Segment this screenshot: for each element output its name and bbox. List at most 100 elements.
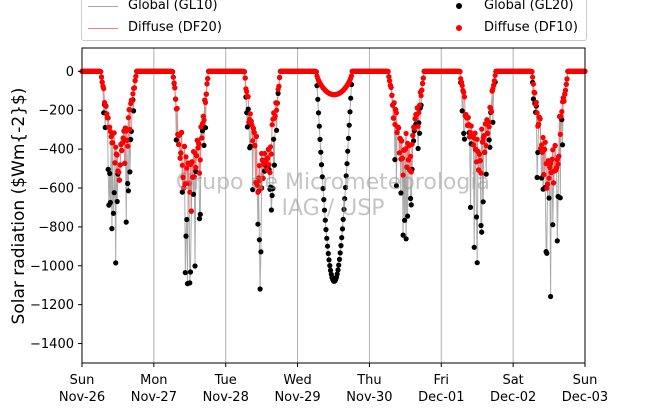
data-point-diffuse-df10 (112, 160, 118, 166)
data-point-diffuse-df10 (272, 113, 278, 119)
legend-label: Diffuse (DF10) (484, 20, 578, 35)
data-point-diffuse-df10 (564, 76, 570, 82)
data-point-diffuse-df10 (399, 138, 405, 144)
data-point-diffuse-df10 (252, 143, 258, 149)
data-point-diffuse-df10 (348, 73, 355, 79)
x-tick-label-date: Nov-28 (203, 390, 249, 405)
data-point-diffuse-df10 (116, 169, 122, 175)
x-tick-label-date: Nov-26 (59, 390, 105, 405)
data-point-global-gl20 (274, 127, 280, 133)
data-point-diffuse-df10 (396, 150, 402, 156)
data-point-diffuse-df10 (415, 123, 421, 129)
data-point-diffuse-df10 (99, 79, 105, 85)
data-point-diffuse-df10 (262, 150, 268, 157)
data-point-global-gl20 (173, 137, 179, 143)
y-tick-label: −200 (38, 104, 74, 119)
data-point-global-gl20 (335, 267, 341, 273)
plot-frame (81, 47, 586, 364)
data-point-diffuse-df10 (468, 123, 474, 129)
data-point-diffuse-df10 (561, 98, 567, 104)
data-point-global-gl20 (125, 188, 131, 194)
x-tick-label-date: Nov-27 (131, 390, 177, 405)
data-point-global-gl20 (258, 249, 264, 255)
data-point-diffuse-df10 (532, 90, 538, 96)
data-point-diffuse-df10 (119, 140, 125, 146)
data-point-diffuse-df10 (101, 86, 107, 92)
data-point-global-gl20 (271, 136, 277, 142)
data-point-global-gl20 (113, 260, 119, 266)
data-point-global-gl20 (403, 236, 409, 242)
data-point-global-gl20 (107, 199, 113, 206)
data-point-diffuse-df10 (105, 115, 111, 121)
data-point-global-gl20 (315, 96, 321, 102)
y-tick-label: −800 (38, 220, 74, 235)
data-point-diffuse-df10 (260, 175, 266, 181)
data-point-diffuse-df10 (274, 107, 280, 113)
x-tick-label-day: Fri (434, 373, 450, 388)
legend-swatch-gray-line (86, 1, 120, 11)
data-point-diffuse-df10 (205, 76, 211, 82)
data-point-global-gl20 (268, 207, 274, 213)
data-point-diffuse-df10 (403, 130, 409, 137)
data-point-diffuse-df10 (189, 159, 195, 165)
data-point-diffuse-df10 (170, 69, 176, 75)
data-point-diffuse-df10 (562, 87, 569, 93)
data-point-global-gl20 (257, 286, 263, 292)
legend-item-diffuse-df20: Diffuse (DF20) (86, 20, 222, 35)
data-point-diffuse-df10 (544, 185, 550, 191)
data-point-global-gl20 (318, 162, 325, 168)
data-point-global-gl20 (182, 270, 188, 276)
legend: Global (GL10) Diffuse (DF20) Global (GL2… (81, 0, 587, 41)
data-point-diffuse-df10 (479, 126, 485, 132)
data-point-diffuse-df10 (180, 174, 186, 180)
data-point-global-gl20 (327, 263, 333, 269)
data-point-diffuse-df10 (191, 174, 197, 180)
data-point-global-gl20 (346, 122, 352, 128)
data-point-diffuse-df10 (394, 129, 400, 135)
y-tick-label: −400 (38, 143, 74, 158)
data-point-diffuse-df10 (410, 132, 416, 139)
data-point-global-gl20 (405, 213, 411, 219)
x-tick-label-day: Sun (70, 373, 95, 388)
data-point-diffuse-df10 (387, 78, 393, 84)
data-point-global-gl20 (535, 149, 541, 156)
x-tick-label-day: Sun (573, 373, 598, 388)
data-point-diffuse-df10 (389, 92, 395, 98)
data-point-global-gl20 (337, 250, 343, 256)
data-point-global-gl20 (317, 136, 323, 142)
data-point-diffuse-df10 (104, 111, 110, 117)
data-point-diffuse-df10 (530, 74, 536, 80)
data-point-global-gl20 (107, 170, 113, 177)
data-point-diffuse-df10 (539, 142, 545, 148)
data-point-global-gl20 (483, 171, 489, 177)
data-point-diffuse-df10 (179, 129, 185, 136)
data-point-global-gl20 (393, 183, 399, 189)
data-point-diffuse-df10 (127, 126, 133, 132)
data-point-diffuse-df10 (313, 69, 319, 75)
data-point-diffuse-df10 (534, 110, 540, 116)
data-point-global-gl20 (345, 135, 352, 141)
data-point-diffuse-df10 (461, 89, 467, 95)
data-point-diffuse-df10 (465, 114, 471, 121)
data-point-diffuse-df10 (250, 138, 256, 144)
data-point-global-gl20 (125, 180, 131, 187)
data-point-diffuse-df10 (195, 145, 201, 151)
data-point-diffuse-df10 (268, 144, 274, 150)
y-axis: 0 −200 −400 −600 −800 −1000 −1200 −1400 (30, 65, 82, 352)
data-point-diffuse-df10 (186, 180, 192, 187)
data-point-diffuse-df10 (541, 172, 547, 178)
data-point-global-gl20 (338, 243, 344, 249)
data-point-diffuse-df10 (201, 117, 207, 123)
data-point-diffuse-df10 (98, 69, 104, 75)
x-tick-label-day: Wed (283, 373, 311, 388)
data-point-diffuse-df10 (258, 185, 264, 192)
data-point-global-gl20 (474, 260, 480, 266)
data-point-diffuse-df10 (125, 143, 131, 149)
data-point-global-gl20 (343, 173, 349, 179)
data-point-diffuse-df10 (193, 164, 199, 170)
data-point-global-gl20 (340, 216, 346, 222)
data-point-global-gl20 (323, 227, 329, 233)
data-point-global-gl20 (534, 174, 540, 181)
data-point-diffuse-df10 (420, 80, 426, 87)
data-point-diffuse-df10 (385, 68, 391, 75)
